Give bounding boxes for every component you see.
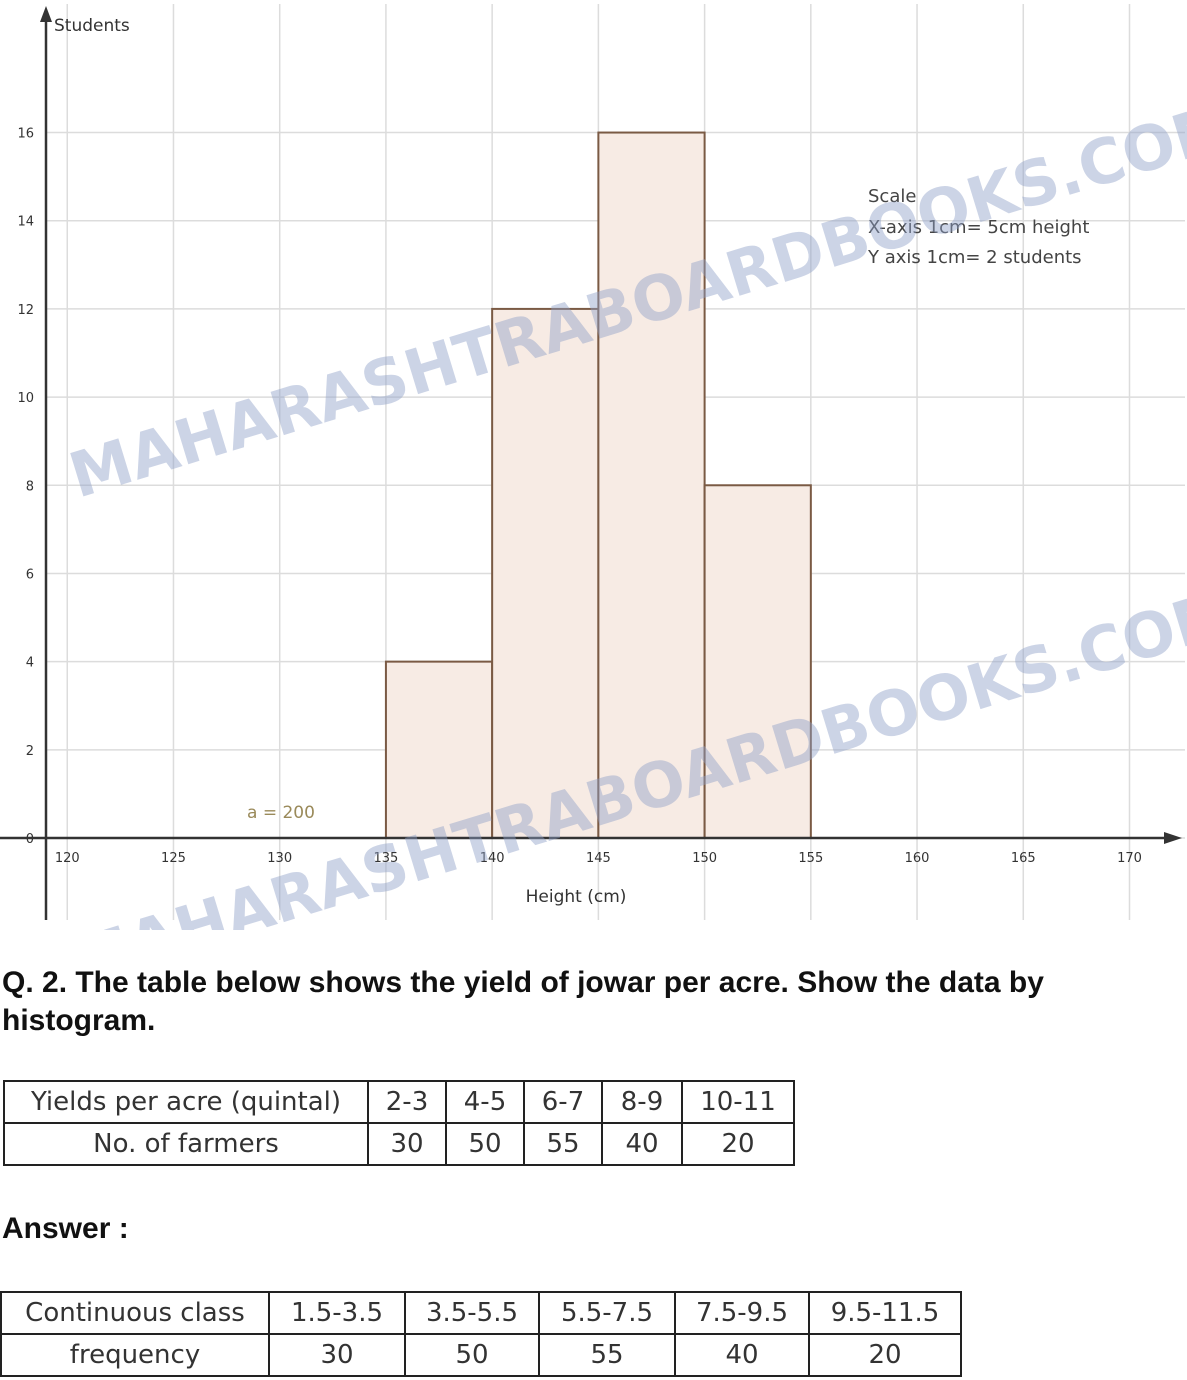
table-row: No. of farmers 30 50 55 40 20 bbox=[3, 1122, 795, 1166]
table-row: Continuous class 1.5-3.5 3.5-5.5 5.5-7.5… bbox=[0, 1291, 962, 1335]
x-tick-label: 160 bbox=[905, 851, 930, 866]
y-axis-title: Students bbox=[54, 16, 130, 36]
x-axis-title: Height (cm) bbox=[526, 887, 627, 907]
table-cell: 2-3 bbox=[367, 1080, 447, 1124]
table-cell: 30 bbox=[367, 1122, 447, 1166]
table-cell: 40 bbox=[601, 1122, 683, 1166]
table-cell: 20 bbox=[808, 1333, 962, 1377]
y-tick-label: 8 bbox=[26, 479, 34, 494]
table-cell: 6-7 bbox=[523, 1080, 603, 1124]
histogram-bar bbox=[597, 131, 706, 839]
table-cell: 4-5 bbox=[445, 1080, 525, 1124]
x-tick-label: 130 bbox=[267, 851, 292, 866]
annotation-label: a = 200 bbox=[247, 803, 315, 823]
x-tick-label: 145 bbox=[586, 851, 611, 866]
x-tick-label: 140 bbox=[480, 851, 505, 866]
table-header-cell: frequency bbox=[0, 1333, 270, 1377]
table-cell: 8-9 bbox=[601, 1080, 683, 1124]
table-cell: 50 bbox=[404, 1333, 540, 1377]
table-cell: 10-11 bbox=[681, 1080, 795, 1124]
yield-table: Yields per acre (quintal) 2-3 4-5 6-7 8-… bbox=[3, 1080, 795, 1166]
table-cell: 9.5-11.5 bbox=[808, 1291, 962, 1335]
table-cell: 20 bbox=[681, 1122, 795, 1166]
table-cell: 50 bbox=[445, 1122, 525, 1166]
table-cell: 55 bbox=[523, 1122, 603, 1166]
table-cell: 1.5-3.5 bbox=[268, 1291, 406, 1335]
scale-y-axis-note: Y axis 1cm= 2 students bbox=[867, 247, 1082, 268]
axes bbox=[0, 6, 1182, 920]
x-tick-label: 125 bbox=[161, 851, 186, 866]
table-cell: 7.5-9.5 bbox=[674, 1291, 810, 1335]
histogram-bar bbox=[491, 307, 600, 839]
y-tick-label: 14 bbox=[17, 215, 34, 230]
table-cell: 3.5-5.5 bbox=[404, 1291, 540, 1335]
scale-x-axis-note: X-axis 1cm= 5cm height bbox=[868, 217, 1089, 238]
y-tick-label: 10 bbox=[17, 391, 34, 406]
table-header-cell: Yields per acre (quintal) bbox=[3, 1080, 369, 1124]
x-tick-label: 120 bbox=[55, 851, 80, 866]
y-tick-label: 0 bbox=[26, 832, 34, 847]
y-tick-label: 4 bbox=[26, 656, 34, 671]
x-tick-label: 165 bbox=[1011, 851, 1036, 866]
x-tick-label: 135 bbox=[374, 851, 399, 866]
y-tick-label: 2 bbox=[26, 744, 34, 759]
table-cell: 55 bbox=[538, 1333, 676, 1377]
histogram-chart: 120 125 130 135 140 145 150 155 160 165 170 0 2 4 6 8 1… bbox=[0, 4, 1187, 930]
question-text: Q. 2. The table below shows the yield of… bbox=[2, 966, 1044, 1037]
continuous-class-table: Continuous class 1.5-3.5 3.5-5.5 5.5-7.5… bbox=[0, 1291, 962, 1377]
scale-title: Scale bbox=[868, 186, 916, 207]
y-tick-label: 6 bbox=[26, 567, 34, 582]
table-cell: 30 bbox=[268, 1333, 406, 1377]
y-axis-arrow bbox=[40, 6, 52, 22]
table-cell: 5.5-7.5 bbox=[538, 1291, 676, 1335]
table-cell: 40 bbox=[674, 1333, 810, 1377]
y-tick-label: 12 bbox=[17, 303, 34, 318]
table-header-cell: Continuous class bbox=[0, 1291, 270, 1335]
y-tick-labels: 0 2 4 6 8 10 12 14 16 bbox=[17, 127, 34, 847]
x-axis-arrow bbox=[1164, 832, 1182, 844]
x-tick-labels: 120 125 130 135 140 145 150 155 160 165 170 bbox=[55, 851, 1142, 866]
table-row: Yields per acre (quintal) 2-3 4-5 6-7 8-… bbox=[3, 1080, 795, 1124]
y-tick-label: 16 bbox=[17, 127, 34, 142]
x-tick-label: 170 bbox=[1117, 851, 1142, 866]
table-row: frequency 30 50 55 40 20 bbox=[0, 1333, 962, 1377]
table-header-cell: No. of farmers bbox=[3, 1122, 369, 1166]
x-tick-label: 155 bbox=[798, 851, 823, 866]
histogram-bar bbox=[703, 484, 812, 839]
histogram-bar bbox=[384, 660, 494, 839]
x-tick-label: 150 bbox=[692, 851, 717, 866]
answer-label: Answer : bbox=[2, 1212, 129, 1245]
histogram-bars bbox=[384, 131, 812, 839]
